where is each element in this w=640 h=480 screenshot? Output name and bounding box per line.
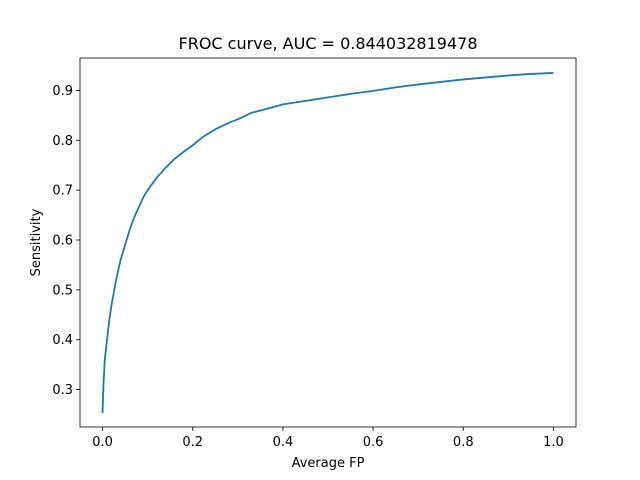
y-tick-label: 0.3 [52, 383, 73, 398]
x-axis-label: Average FP [292, 456, 365, 471]
x-tick-label: 0.6 [363, 435, 384, 450]
series-layer [101, 72, 554, 414]
chart-title: FROC curve, AUC = 0.844032819478 [179, 34, 478, 53]
y-tick-label: 0.7 [52, 184, 73, 199]
x-tick-label: 0.0 [92, 435, 113, 450]
x-tick-label: 0.8 [453, 435, 474, 450]
x-tick-label: 0.4 [273, 435, 294, 450]
x-axis-ticks: 0.0 0.2 0.4 0.6 0.8 1.0 [92, 427, 564, 450]
y-tick-label: 0.6 [52, 234, 73, 249]
froc-curve-line [101, 72, 554, 414]
y-tick-label: 0.4 [52, 333, 73, 348]
y-tick-label: 0.5 [52, 283, 73, 298]
x-tick-label: 1.0 [543, 435, 564, 450]
y-axis-label: Sensitivity [29, 208, 44, 276]
y-tick-label: 0.8 [52, 134, 73, 149]
plot-frame [79, 57, 577, 428]
y-tick-label: 0.9 [52, 84, 73, 99]
x-tick-label: 0.2 [182, 435, 203, 450]
y-axis-ticks: 0.3 0.4 0.5 0.6 0.7 0.8 0.9 [52, 84, 80, 398]
